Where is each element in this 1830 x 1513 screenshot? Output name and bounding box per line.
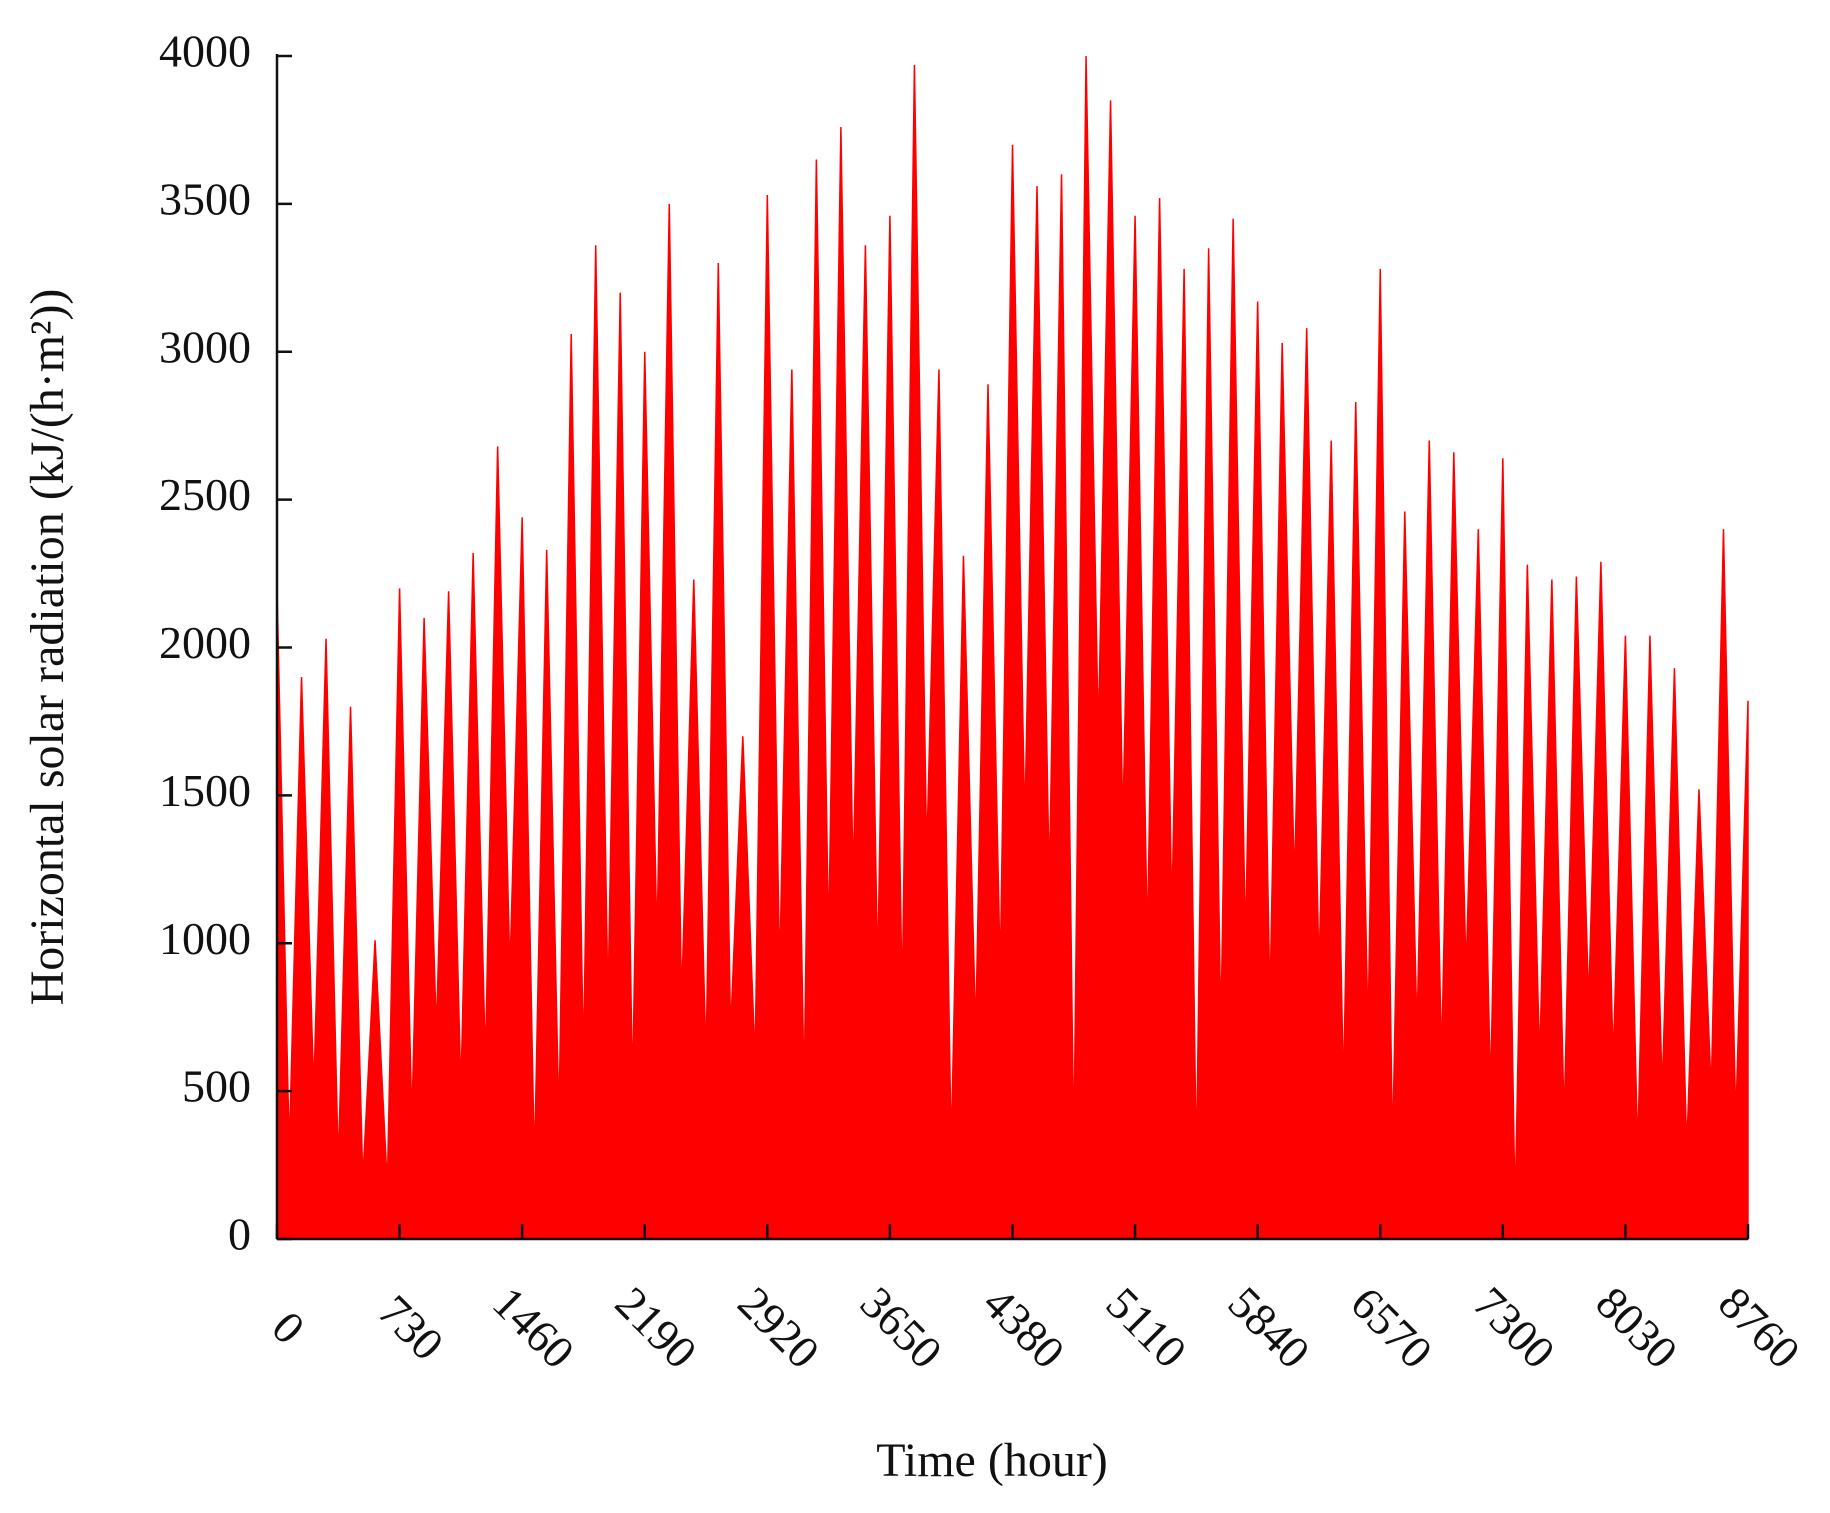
y-tick-label: 1500 xyxy=(159,765,251,816)
x-tick-label: 3650 xyxy=(851,1277,952,1378)
x-tick-label: 8760 xyxy=(1709,1277,1810,1378)
x-axis-title: Time (hour) xyxy=(876,1434,1108,1487)
x-tick-label: 5840 xyxy=(1219,1277,1320,1378)
x-tick-label: 8030 xyxy=(1586,1277,1687,1378)
y-tick-label: 0 xyxy=(228,1209,251,1260)
x-tick-label: 4380 xyxy=(973,1277,1074,1378)
area xyxy=(276,55,1749,1240)
x-tick-label: 2190 xyxy=(606,1277,707,1378)
x-tick-label: 1460 xyxy=(483,1277,584,1378)
x-tick-label: 0 xyxy=(262,1301,314,1353)
x-tick-label: 6570 xyxy=(1341,1277,1442,1378)
y-axis-title: Horizontal solar radiation (kJ/(h·m²)) xyxy=(21,289,74,1006)
x-tick-label: 7300 xyxy=(1464,1277,1565,1378)
y-tick-label: 1000 xyxy=(159,913,251,964)
y-tick-label: 3500 xyxy=(159,173,251,224)
y-tick-label: 2500 xyxy=(159,469,251,520)
x-tick-label: 2920 xyxy=(728,1277,829,1378)
y-tick-label: 3000 xyxy=(159,321,251,372)
y-tick-label: 4000 xyxy=(159,26,251,77)
y-tick-label: 500 xyxy=(182,1061,251,1112)
x-tick-label: 5110 xyxy=(1097,1278,1197,1378)
y-tick-label: 2000 xyxy=(159,617,251,668)
x-tick-label: 730 xyxy=(369,1285,454,1370)
